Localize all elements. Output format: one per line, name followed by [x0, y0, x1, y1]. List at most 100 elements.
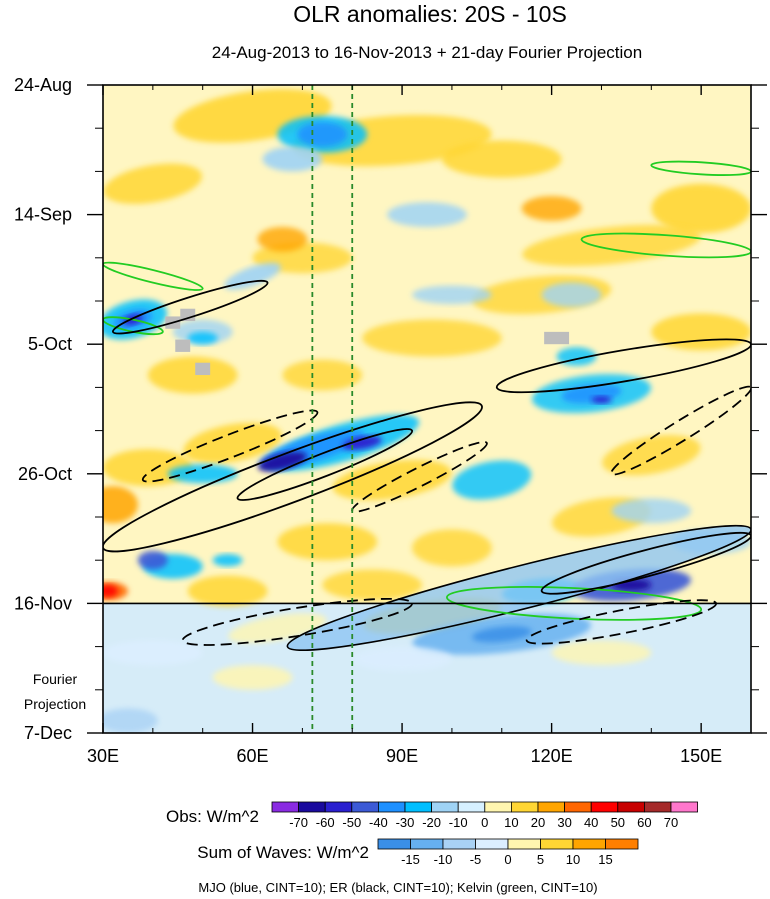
colorbar-swatch	[457, 801, 486, 813]
colorbar-label: 40	[584, 815, 598, 830]
shading-blob	[332, 459, 452, 501]
waves-colorbar-title: Sum of Waves: W/m^2	[197, 843, 369, 862]
colorbar-swatch	[377, 838, 411, 850]
shading-blob	[224, 262, 281, 290]
colorbar-label: 10	[504, 815, 518, 830]
mjo-contour	[286, 524, 751, 652]
obs-colorbar-title: Obs: W/m^2	[166, 807, 259, 826]
colorbar-swatch	[271, 801, 300, 813]
projection-label-line2: Projection	[24, 696, 86, 712]
colorbar-label: 0	[481, 815, 488, 830]
colorbar-swatch	[507, 838, 541, 850]
shading-blob	[591, 396, 612, 404]
x-tick-label: 120E	[531, 746, 573, 766]
colorbar-label: -50	[342, 815, 361, 830]
missing-data-patch	[195, 362, 211, 376]
shading-blob	[183, 422, 282, 464]
shading-blob	[277, 523, 378, 561]
colorbar-swatch	[324, 801, 353, 813]
colorbar-swatch	[670, 801, 699, 813]
shading-blob	[103, 486, 138, 524]
reference-lines	[311, 85, 354, 733]
chart-title: OLR anomalies: 20S - 10S	[293, 1, 567, 27]
shading-blob	[103, 708, 158, 733]
shading-blob	[551, 640, 652, 666]
shading-blob	[412, 529, 492, 567]
colorbar-swatch	[410, 838, 444, 850]
shading-blob	[137, 550, 168, 570]
colorbar-swatch	[431, 801, 459, 813]
colorbar-label: 30	[557, 815, 571, 830]
missing-data-patch	[544, 331, 570, 345]
shading-blob	[362, 319, 502, 357]
er-contour-positive	[112, 279, 269, 335]
kelvin-contour	[650, 160, 751, 176]
legend-footer: MJO (blue, CINT=10); ER (black, CINT=10)…	[198, 880, 597, 895]
shading-blob	[258, 451, 307, 472]
shading-blob	[541, 282, 602, 308]
shading-blob	[352, 646, 452, 672]
shading-blob	[611, 498, 692, 524]
shading-blob	[322, 569, 423, 601]
chart-subtitle: 24-Aug-2013 to 16-Nov-2013 + 21-day Four…	[212, 43, 642, 62]
y-tick-label: 14-Sep	[14, 205, 72, 225]
colorbar-label: -10	[449, 815, 468, 830]
shading-blob	[387, 202, 467, 227]
shading-blob	[167, 464, 238, 484]
colorbar-swatch	[377, 801, 406, 813]
shading-blob	[602, 435, 701, 476]
colorbar-swatch	[590, 801, 619, 813]
shading-blob	[651, 183, 751, 234]
er-contour-positive	[103, 401, 483, 553]
waves-colorbar: -15 -10 -5 0 5 10 15	[377, 838, 639, 867]
colorbar-swatch	[404, 801, 433, 813]
plot-area	[103, 85, 751, 733]
colorbar-swatch	[540, 838, 574, 850]
shading-blob	[441, 140, 562, 178]
colorbar-label: -10	[434, 852, 453, 867]
shading-blob	[521, 196, 582, 221]
y-tick-label: 26-Oct	[18, 464, 72, 484]
er-contour-positive	[236, 428, 414, 501]
colorbar-label: -30	[396, 815, 415, 830]
shading-blob	[212, 554, 243, 567]
colorbar-label: -60	[316, 815, 335, 830]
colorbar-label: 0	[504, 852, 511, 867]
shading-blob	[187, 575, 268, 607]
colorbar-swatch	[510, 801, 539, 813]
colorbar-swatch	[442, 838, 476, 850]
shading-blob	[212, 665, 293, 690]
colorbar-swatch	[475, 838, 509, 850]
shading-blob	[187, 331, 218, 345]
er-contour-positive	[495, 338, 751, 394]
shading-blob	[472, 626, 532, 643]
shading-blob	[297, 122, 348, 147]
y-tick-label: 16-Nov	[14, 593, 72, 613]
missing-data-patch	[180, 308, 196, 322]
er-contour-negative	[141, 409, 319, 483]
colorbar-label: -5	[470, 852, 482, 867]
colorbar-label: -40	[369, 815, 388, 830]
colorbar-swatch	[351, 801, 379, 813]
y-axis: 24-Aug 14-Sep 5-Oct 26-Oct 16-Nov 7-Dec	[14, 75, 767, 743]
colorbar-label: 10	[566, 852, 580, 867]
missing-data-patch	[175, 339, 191, 352]
x-tick-label: 60E	[237, 746, 269, 766]
x-axis: 30E 60E 90E 120E 150E	[87, 85, 722, 766]
shading-blob	[452, 460, 532, 500]
shading-blob	[228, 613, 327, 644]
shading-blob	[412, 285, 492, 305]
colorbar-swatch	[605, 838, 639, 850]
colorbar-swatch	[298, 801, 326, 813]
colorbar-swatch	[617, 801, 645, 813]
x-tick-label: 30E	[87, 746, 119, 766]
y-tick-label: 7-Dec	[24, 723, 72, 743]
colorbar-label: 60	[637, 815, 651, 830]
x-tick-label: 90E	[386, 746, 418, 766]
kelvin-contour	[446, 586, 703, 621]
y-tick-label: 5-Oct	[28, 334, 72, 354]
shading-blob	[651, 313, 751, 351]
colorbar-swatch	[644, 801, 672, 813]
colorbar-swatch	[484, 801, 512, 813]
